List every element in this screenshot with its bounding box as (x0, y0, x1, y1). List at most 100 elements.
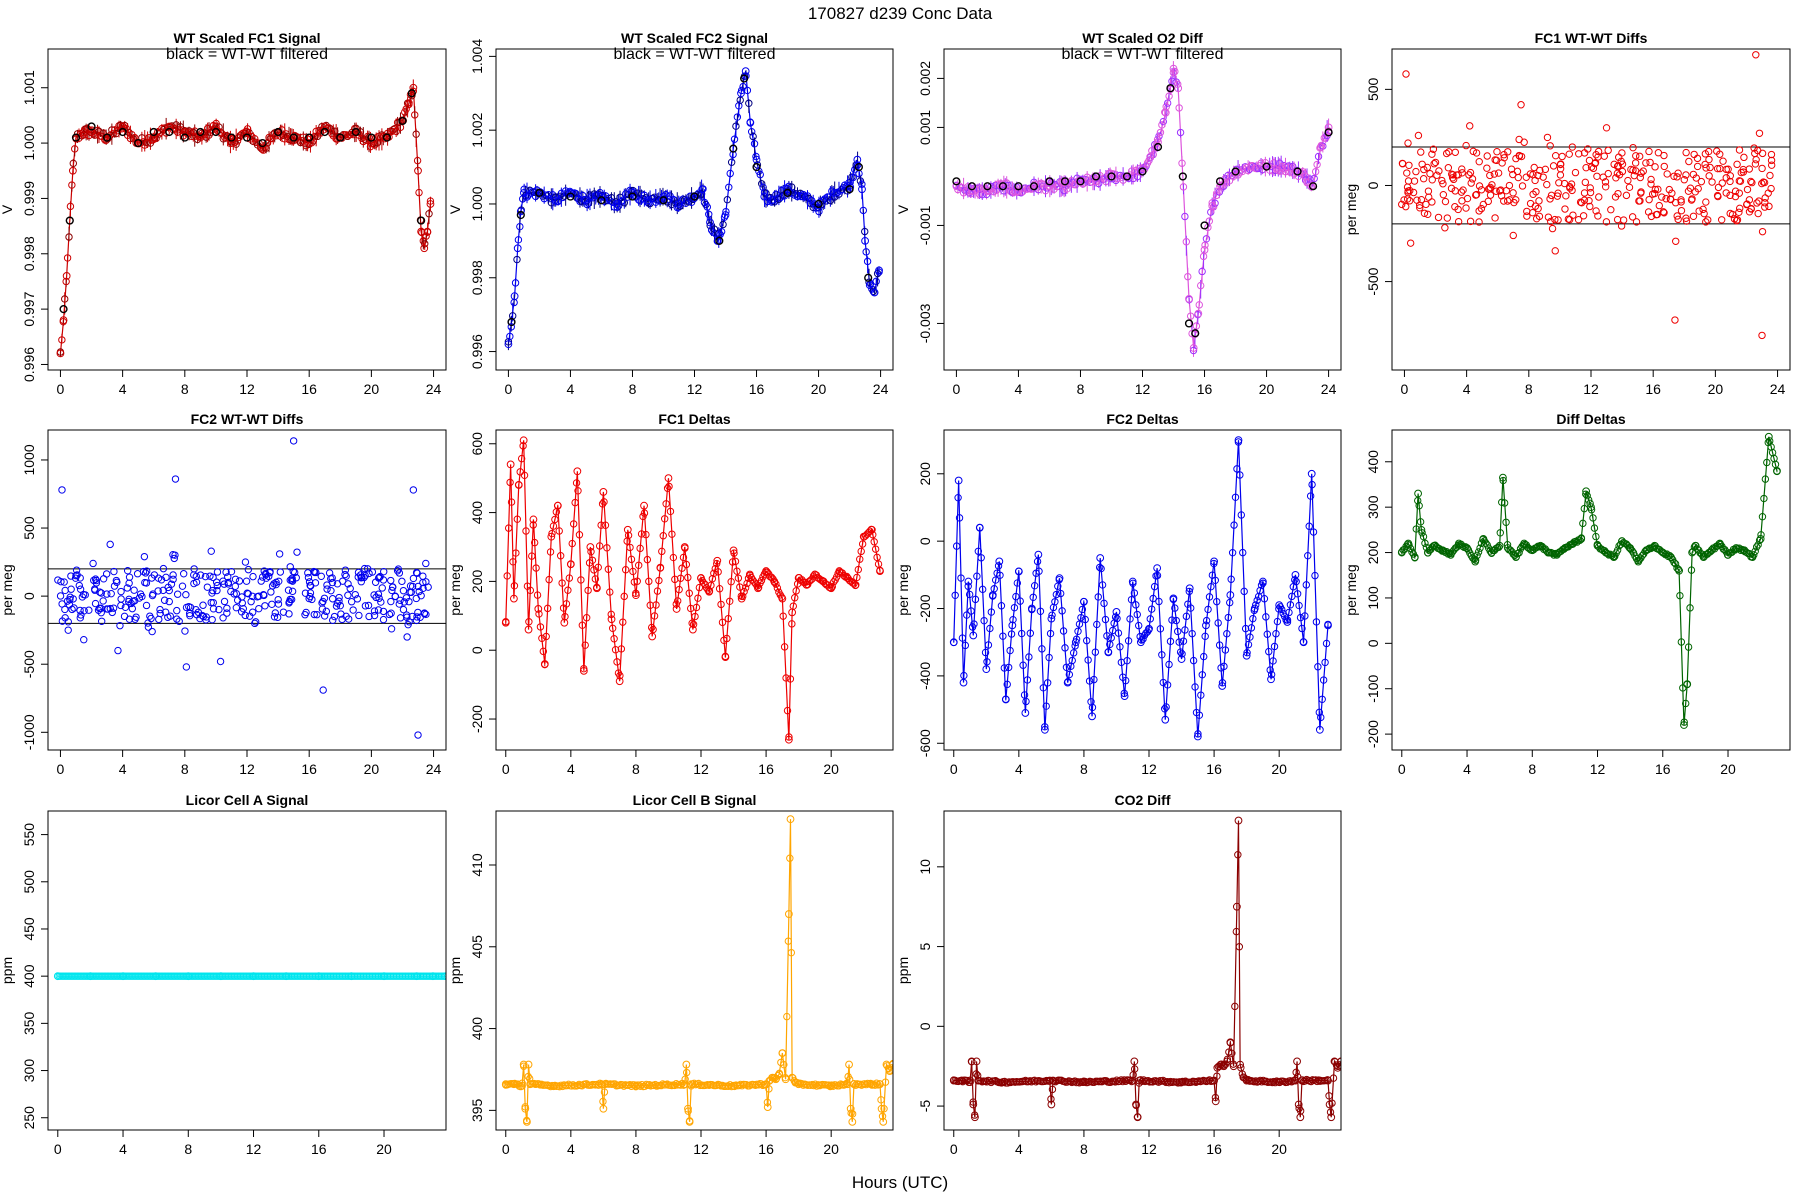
data-point (620, 592, 628, 601)
y-tick-label: 410 (469, 853, 485, 877)
y-tick-label: 0 (469, 646, 485, 654)
data-point (380, 567, 388, 576)
y-tick-label: -100 (1365, 675, 1381, 703)
data-point (568, 539, 576, 548)
data-point (1122, 676, 1130, 685)
y-tick-label: 405 (469, 935, 485, 959)
data-point (1416, 204, 1424, 212)
data-point (1691, 541, 1700, 550)
data-point (393, 567, 402, 575)
data-point (413, 613, 421, 621)
data-point (969, 631, 978, 640)
x-tick-label: 12 (693, 1141, 709, 1157)
chart-title: FC1 Deltas (658, 411, 731, 427)
data-point (212, 122, 220, 131)
data-point (1509, 189, 1517, 197)
data-point (387, 597, 395, 606)
data-point (1321, 658, 1329, 667)
data-point (1406, 197, 1414, 205)
data-point (320, 127, 329, 137)
data-point (964, 582, 972, 590)
data-point (231, 582, 239, 591)
data-point (304, 573, 313, 582)
data-point (503, 572, 511, 580)
data-point (1687, 196, 1696, 204)
data-point (1580, 196, 1589, 204)
data-point (986, 624, 994, 633)
data-point (648, 632, 657, 641)
data-point (1458, 169, 1466, 177)
data-point (1301, 172, 1310, 181)
y-tick-label: 0.998 (21, 236, 37, 271)
data-point (814, 203, 823, 212)
data-point (682, 560, 691, 569)
data-point (1205, 217, 1214, 225)
data-point (1041, 723, 1049, 731)
data-point (308, 595, 316, 604)
data-point (1198, 267, 1206, 276)
data-point (1438, 546, 1447, 555)
data-point (1767, 156, 1776, 165)
data-point (1548, 224, 1557, 233)
data-point (710, 225, 719, 233)
data-point (1683, 680, 1692, 689)
data-point (784, 735, 793, 744)
data-point (542, 632, 550, 641)
data-point (752, 162, 761, 172)
data-point (1406, 239, 1415, 247)
data-point (752, 152, 760, 161)
data-point (276, 568, 285, 576)
data-point (311, 579, 320, 587)
data-point (756, 170, 764, 179)
data-point (1286, 601, 1295, 609)
data-point (1209, 203, 1218, 211)
data-point (409, 83, 418, 92)
data-point (791, 594, 799, 602)
data-point (978, 585, 987, 594)
data-point (370, 591, 378, 599)
data-point (1439, 180, 1447, 188)
plot-area (56, 79, 435, 358)
data-point (1500, 154, 1508, 162)
data-point (668, 530, 676, 538)
data-point (1635, 197, 1643, 205)
data-point (1592, 207, 1600, 215)
data-point (1278, 162, 1286, 171)
y-tick-label: -200 (469, 705, 485, 733)
x-tick-label: 0 (502, 761, 510, 777)
data-point (1531, 176, 1539, 185)
data-point (272, 578, 280, 587)
data-point (1442, 149, 1451, 158)
data-point (61, 295, 69, 303)
data-point (1451, 148, 1459, 156)
data-point (617, 645, 626, 653)
data-point (1680, 718, 1688, 726)
data-point (601, 521, 610, 529)
data-point (582, 614, 591, 622)
y-tick-label: 0.001 (917, 110, 933, 145)
data-point (249, 572, 257, 581)
data-point (89, 559, 97, 568)
data-point (414, 166, 422, 175)
data-point (305, 133, 314, 142)
data-point (717, 227, 726, 236)
x-tick-label: 0 (1401, 381, 1409, 397)
data-point (1676, 591, 1684, 600)
x-tick-label: 16 (758, 1141, 774, 1157)
data-point (858, 180, 866, 188)
data-point (320, 594, 329, 602)
y-tick-label: 1.000 (21, 125, 37, 160)
data-point (1706, 163, 1714, 172)
data-point (737, 89, 745, 98)
x-tick-label: 16 (749, 381, 765, 397)
data-point (227, 139, 236, 147)
data-point (144, 623, 153, 631)
data-point (1202, 616, 1211, 625)
data-point (504, 338, 513, 346)
data-point (582, 196, 590, 205)
data-point (864, 273, 873, 282)
data-point (565, 574, 574, 582)
data-point (301, 589, 310, 597)
data-point (861, 227, 869, 236)
